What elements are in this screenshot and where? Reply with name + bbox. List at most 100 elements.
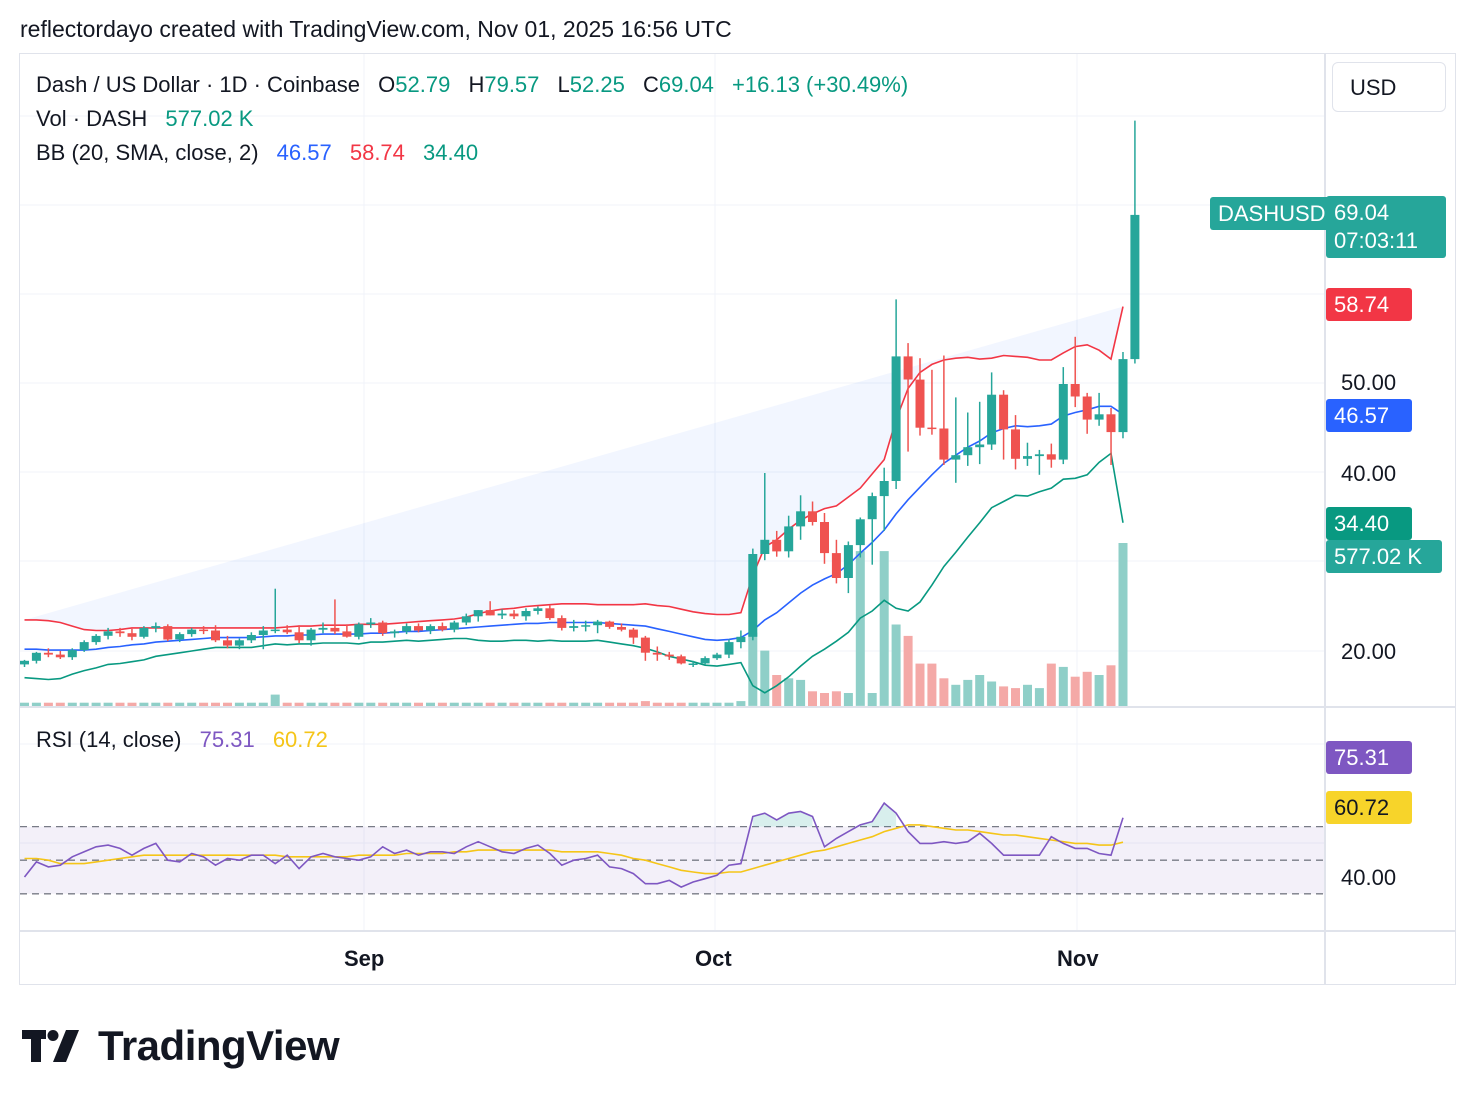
volume-bar (139, 702, 149, 706)
candle-body (855, 519, 865, 546)
candle-body (31, 652, 41, 661)
volume-bar (115, 702, 125, 706)
volume-bar (975, 675, 985, 706)
candle-body (1118, 359, 1128, 433)
volume-bar (20, 702, 29, 706)
chart-attribution: reflectordayo created with TradingView.c… (20, 16, 732, 42)
candle-body (1070, 384, 1080, 397)
volume-bar (700, 702, 710, 706)
volume-bar (903, 635, 913, 706)
rsi-tick-40: 40.00 (1341, 865, 1397, 890)
volume-bar (628, 702, 638, 706)
legend-low-label: L (557, 72, 570, 97)
candle-body (557, 618, 567, 628)
candle-body (175, 634, 185, 640)
volume-bar (246, 702, 256, 706)
candle-body (688, 663, 698, 665)
volume-bar (497, 702, 507, 706)
volume-bar (664, 702, 674, 706)
volume-bar (724, 702, 734, 706)
currency-button[interactable]: USD (1332, 62, 1446, 112)
price-tick-40: 40.00 (1341, 461, 1397, 486)
volume-bar (1023, 684, 1032, 706)
candle-body (270, 629, 280, 632)
legend-high-label: H (468, 72, 485, 97)
candle-body (139, 627, 149, 637)
rsi-ma-tag: 60.72 (1326, 791, 1412, 824)
time-tick-oct: Oct (695, 946, 732, 971)
legend-rsi-row: RSI (14, close) 75.31 60.72 (36, 727, 332, 753)
candle-body (1130, 214, 1140, 360)
rsi-pane (20, 801, 1324, 895)
volume-bar (927, 663, 937, 706)
volume-bar (1106, 665, 1116, 707)
volume-bar (855, 551, 865, 706)
candles (20, 120, 1140, 667)
volume-tag: 577.02 K (1326, 540, 1442, 573)
candle-body (903, 356, 913, 380)
volume-bar (760, 650, 770, 706)
candle-body (796, 511, 806, 527)
volume-bar (772, 675, 782, 706)
volume-bar (294, 702, 304, 706)
candle-body (497, 613, 507, 616)
tradingview-wordmark: TradingView (98, 1022, 340, 1069)
candle-body (712, 654, 722, 659)
volume-bar (223, 702, 232, 706)
candle-body (999, 394, 1009, 430)
candle-body (1034, 454, 1044, 457)
volume-bar (784, 678, 794, 706)
volume-bar (485, 702, 495, 706)
volume-bar (354, 702, 364, 706)
bb-band-fill (24, 306, 1123, 631)
rsi-ma-line (24, 824, 1124, 875)
candle-body (748, 554, 758, 637)
volume-bar (199, 702, 209, 706)
volume-bar (676, 702, 686, 706)
candle-body (318, 627, 328, 630)
volume-bar (31, 702, 41, 706)
bb-lower-line (24, 451, 1124, 694)
volume-bar (1034, 688, 1044, 706)
legend-symbol: Dash / US Dollar · 1D · Coinbase (36, 72, 361, 97)
volume-bar (831, 691, 841, 706)
candle-body (43, 652, 53, 655)
price-tick-50: 50.00 (1341, 370, 1397, 395)
legend-open-value: 52.79 (395, 72, 451, 97)
candle-body (306, 629, 316, 641)
volume-bar (473, 702, 483, 706)
candle-body (927, 427, 937, 430)
candle-body (246, 635, 256, 641)
candle-body (963, 447, 973, 456)
volume-bar (557, 702, 567, 706)
volume-bar (234, 702, 244, 706)
volume-bars (20, 543, 1128, 707)
bar-countdown: 07:03:11 (1334, 228, 1419, 253)
candle-body (760, 539, 770, 554)
candle-body (163, 626, 173, 640)
candle-body (724, 642, 734, 655)
candle-body (605, 621, 615, 627)
volume-bar (963, 679, 973, 706)
volume-bar (891, 624, 901, 706)
volume-bar (533, 702, 543, 706)
volume-bar (509, 702, 519, 706)
candle-body (1046, 454, 1056, 460)
bb-upper-tag: 58.74 (1326, 288, 1412, 321)
candle-body (676, 656, 686, 664)
tradingview-logo: TradingView (22, 1022, 340, 1070)
volume-bar (258, 702, 268, 706)
candle-body (867, 496, 877, 520)
candle-body (1058, 384, 1068, 460)
candle-body (127, 633, 137, 637)
volume-bar (617, 702, 626, 706)
candle-body (461, 616, 471, 623)
candle-body (485, 610, 495, 616)
candle-body (1023, 456, 1032, 459)
candle-body (402, 626, 412, 632)
candle-body (67, 650, 77, 658)
volume-bar (1011, 688, 1020, 706)
candle-body (891, 356, 901, 481)
candle-body (354, 624, 364, 637)
